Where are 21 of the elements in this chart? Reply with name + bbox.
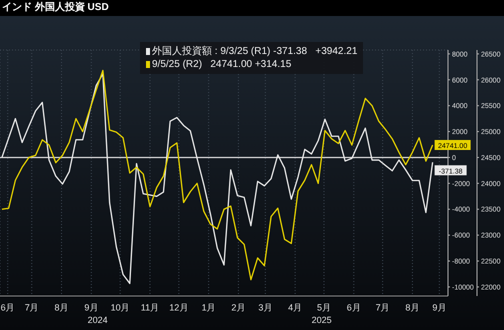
- x-tick-label: 8月: [54, 302, 69, 312]
- x-tick-label: 9月: [84, 302, 98, 312]
- x-tick-label: 6月: [0, 302, 15, 312]
- x-tick-label: 2月: [231, 302, 246, 312]
- x-tick-label: 7月: [24, 302, 39, 312]
- legend-label: 9/5/25 (R2) 24741.00 +314.15: [152, 58, 292, 71]
- x-tick-label: 1月: [202, 302, 216, 312]
- x-tick-label: 3月: [258, 302, 272, 312]
- x-tick-label: 4月: [288, 302, 302, 312]
- x-tick-label: 10月: [110, 302, 130, 312]
- x-tick-label: 8月: [405, 302, 420, 312]
- x-tick-label: 5月: [316, 302, 331, 312]
- text: 2024: [86, 315, 109, 325]
- x-tick-label: 11月: [140, 302, 160, 312]
- x-tick-label: 9月: [432, 302, 446, 312]
- legend-label: 外国人投資額 : 9/3/25 (R1) -371.38 +3942.21: [152, 45, 358, 58]
- x-tick-label: 7月: [376, 302, 390, 312]
- x-tick-label: 6月: [346, 302, 361, 312]
- chart-title: インド 外国人投資 USD: [0, 0, 504, 16]
- text: 2025: [310, 315, 333, 325]
- x-tick-label: 12月: [169, 302, 188, 312]
